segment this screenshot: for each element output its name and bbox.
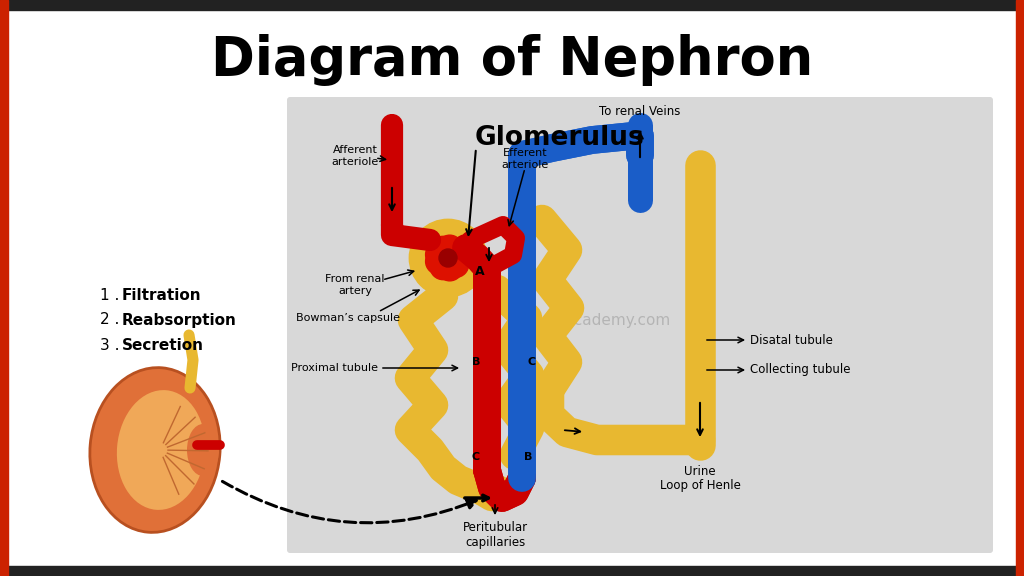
Ellipse shape [117,390,205,510]
Text: Glomerulus: Glomerulus [475,125,645,151]
Bar [1016,0,1024,576]
Text: 2 .: 2 . [100,313,120,328]
Text: Secretion: Secretion [122,338,204,353]
Ellipse shape [187,424,219,476]
Text: C: C [472,452,480,462]
Ellipse shape [90,367,220,532]
Circle shape [442,252,469,278]
Circle shape [426,248,452,274]
Circle shape [426,241,452,268]
Text: A: A [475,265,484,278]
Text: B: B [524,452,532,462]
Text: Peritubular
capillaries: Peritubular capillaries [463,521,527,549]
Circle shape [430,236,456,262]
Text: Collecting tubule: Collecting tubule [750,363,851,377]
Text: Afferent
arteriole: Afferent arteriole [332,145,379,166]
Text: Disatal tubule: Disatal tubule [750,334,833,347]
Text: Proximal tubule: Proximal tubule [291,363,378,373]
Text: Bowman’s capsule: Bowman’s capsule [296,313,400,323]
Text: C: C [527,357,536,367]
Text: Filtration: Filtration [122,287,202,302]
Text: B: B [472,357,480,367]
Circle shape [442,238,469,264]
Text: 3 .: 3 . [100,338,120,353]
Bar [0,0,1024,10]
Text: Loop of Henle: Loop of Henle [660,479,741,491]
Circle shape [430,253,456,280]
Text: Reabsorption: Reabsorption [122,313,237,328]
Text: Urine: Urine [684,465,716,478]
Text: Diagram of Nephron: Diagram of Nephron [211,34,813,86]
Text: From renal
artery: From renal artery [326,274,385,296]
Bar [0,566,1024,576]
Bar [0,0,8,576]
FancyBboxPatch shape [287,97,993,553]
Circle shape [445,245,471,271]
Text: Efferent
arteriole: Efferent arteriole [502,148,549,169]
Text: Diagramcademy.com: Diagramcademy.com [509,313,671,328]
Circle shape [437,235,463,261]
Text: 1 .: 1 . [100,287,120,302]
Circle shape [410,220,486,296]
Circle shape [439,249,457,267]
FancyArrowPatch shape [222,482,476,523]
Circle shape [437,255,463,281]
Text: To renal Veins: To renal Veins [599,105,681,118]
